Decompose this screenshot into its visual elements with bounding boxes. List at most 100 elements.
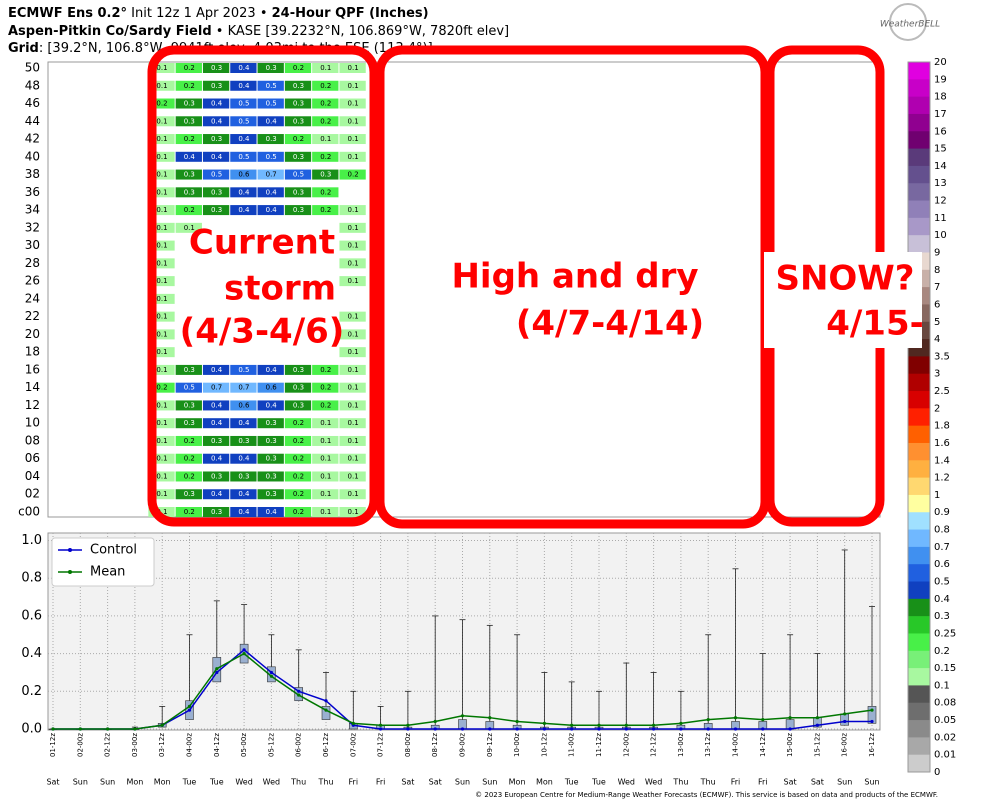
heat-cell-label: 0.1 (156, 508, 167, 516)
heat-cell-label: 0.1 (348, 455, 359, 463)
heat-cell-label: 0.3 (266, 455, 277, 463)
y-tick-label: 1.0 (21, 533, 42, 548)
heat-cell-label: 0.4 (211, 419, 223, 427)
heat-cell-label: 0.3 (266, 437, 277, 445)
row-label: 18 (25, 345, 40, 359)
heat-cell-label: 0.1 (156, 455, 167, 463)
heat-cell-label: 0.1 (156, 171, 167, 179)
x-tick-label: 07-12z (377, 733, 385, 757)
colorbar-swatch (908, 460, 930, 479)
series-marker (815, 716, 820, 720)
heat-cell-label: 0.1 (156, 224, 167, 232)
series-marker (488, 727, 492, 731)
heat-cell (230, 151, 257, 162)
heat-cell (148, 382, 175, 393)
day-label: Tue (209, 778, 224, 787)
heat-cell-label: 0.3 (184, 401, 195, 409)
heat-cell (312, 151, 339, 162)
colorbar-label: 3.5 (934, 351, 950, 362)
heat-cell-label: 0.2 (184, 206, 195, 214)
heat-cell (230, 418, 257, 429)
heat-cell (175, 222, 202, 233)
heat-cell-label: 0.4 (184, 153, 196, 161)
heat-cell (202, 507, 230, 517)
series-marker (652, 723, 656, 727)
heat-cell (339, 205, 366, 216)
day-label: Tue (591, 778, 606, 787)
colorbar-label: 11 (934, 213, 947, 224)
row-label: 20 (25, 327, 40, 341)
heat-cell (339, 116, 366, 127)
heat-cell-label: 0.5 (266, 100, 277, 108)
heat-cell (202, 80, 230, 91)
heat-cell (148, 205, 175, 216)
heat-cell-label: 0.1 (156, 206, 167, 214)
heat-cell-label: 0.2 (320, 188, 331, 196)
row-label: 40 (25, 149, 40, 163)
series-marker (597, 727, 601, 731)
row-label: 04 (25, 469, 40, 483)
series-marker (160, 723, 164, 727)
footer: © 2023 European Centre for Medium-Range … (475, 791, 938, 799)
heat-cell (175, 205, 202, 216)
heat-cell (148, 63, 175, 73)
heat-cell-label: 0.1 (348, 508, 359, 516)
grid-label: Grid (8, 41, 39, 56)
series-marker (187, 708, 192, 712)
heat-cell (148, 347, 175, 358)
annotation-box (147, 45, 379, 527)
heat-cell-label: 0.4 (266, 206, 278, 214)
heat-cell (175, 507, 202, 517)
station-info: • KASE [39.2232°N, 106.869°W, 7820ft ele… (212, 24, 509, 39)
day-label: Sat (811, 778, 824, 787)
series-marker (460, 727, 465, 731)
colorbar-swatch (908, 737, 930, 756)
day-label: Thu (290, 778, 306, 787)
heat-cell (284, 116, 312, 127)
heat-cell (202, 382, 230, 393)
series-marker (788, 716, 792, 720)
x-tick-label: 11-00z (568, 733, 576, 757)
colorbar-swatch (908, 200, 930, 219)
colorbar-swatch (908, 477, 930, 496)
series-marker (761, 717, 765, 722)
heat-cell-label: 0.4 (238, 64, 250, 72)
heat-cell-label: 0.1 (348, 206, 359, 214)
logo: WeatherBELL (880, 20, 940, 30)
heat-cell-label: 0.4 (238, 508, 250, 516)
heat-cell (175, 134, 202, 145)
heat-cell-label: 0.3 (211, 508, 222, 516)
heat-cell-label: 0.2 (293, 508, 304, 516)
heat-cell (202, 151, 230, 162)
x-tick-label: 04-00z (186, 733, 194, 757)
heat-cell-label: 0.2 (320, 153, 331, 161)
heat-cell (284, 151, 312, 162)
colorbar-swatch (908, 564, 930, 583)
colorbar-swatch (908, 408, 930, 427)
y-tick-label: 0.4 (21, 646, 42, 661)
series-marker (597, 723, 601, 727)
heat-cell-label: 0.1 (348, 330, 359, 338)
heat-cell-label: 0.1 (156, 64, 167, 72)
heat-cell (148, 489, 175, 500)
heat-cell-label: 0.1 (348, 82, 359, 90)
heat-cell-label: 0.4 (211, 100, 223, 108)
heat-cell-label: 0.4 (238, 490, 250, 498)
heat-cell (175, 435, 202, 446)
heat-cell (175, 489, 202, 500)
heat-cell (148, 98, 175, 109)
heat-cell-label: 0.3 (293, 206, 304, 214)
heat-cell (148, 507, 175, 517)
row-label: 22 (25, 309, 40, 323)
heat-cell (202, 205, 230, 216)
heat-cell (312, 435, 339, 446)
heat-cell-label: 0.5 (238, 366, 249, 374)
heat-cell (284, 435, 312, 446)
series-marker (460, 714, 465, 718)
x-tick-label: 02-00z (76, 733, 84, 757)
heat-cell (312, 116, 339, 127)
colorbar-label: 10 (934, 230, 947, 241)
colorbar-swatch (908, 598, 930, 617)
heat-cell (230, 507, 257, 517)
heat-cell-label: 0.1 (348, 224, 359, 232)
